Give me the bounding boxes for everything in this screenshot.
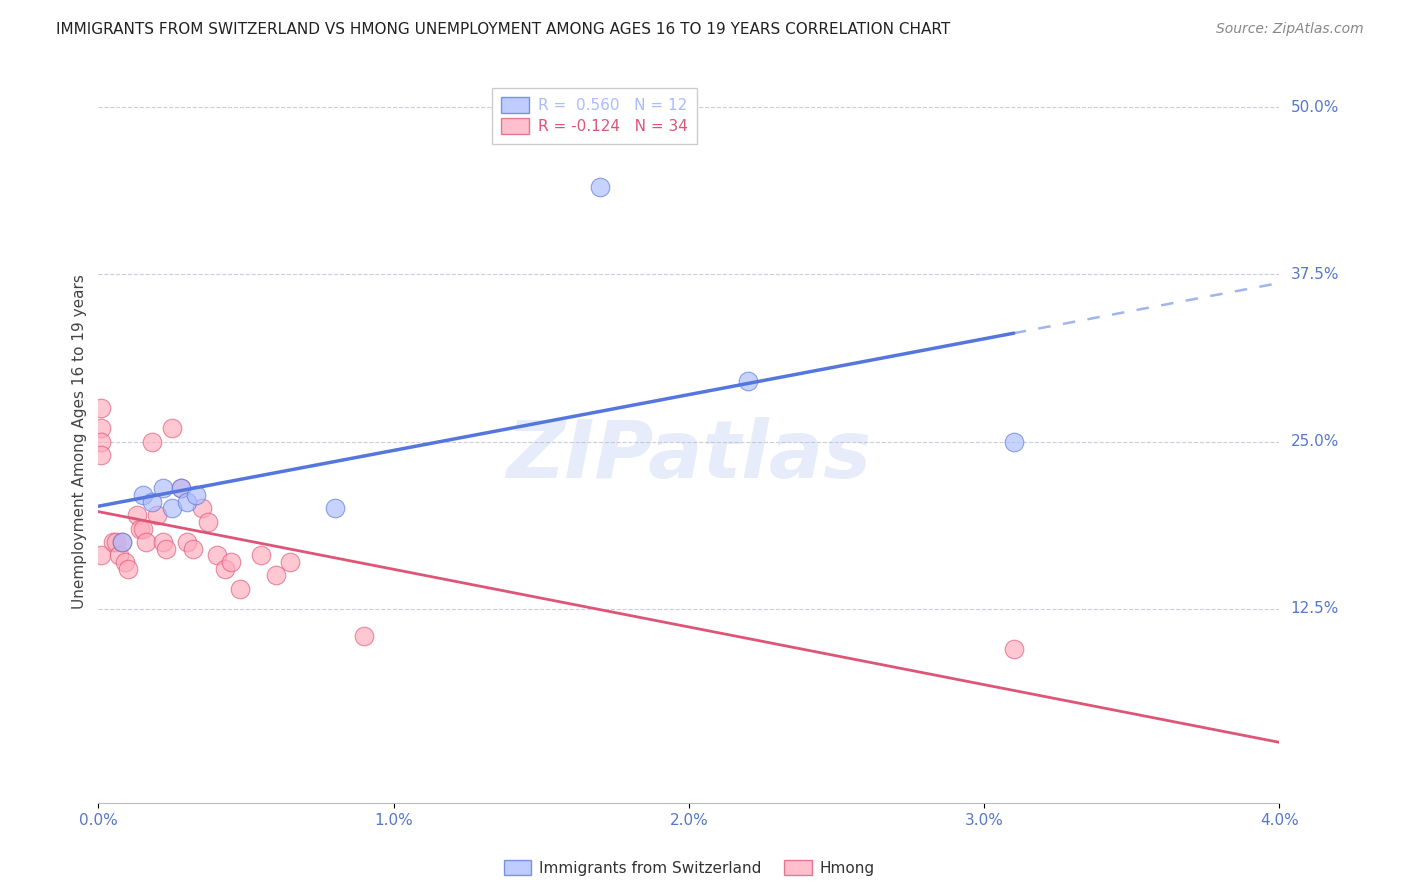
Point [264,568,287,582]
Text: IMMIGRANTS FROM SWITZERLAND VS HMONG UNEMPLOYMENT AMONG AGES 16 TO 19 YEARS CORR: IMMIGRANTS FROM SWITZERLAND VS HMONG UNE… [56,22,950,37]
Point [111,535,134,549]
Point [90,448,112,462]
Point [197,515,219,529]
Point [105,535,128,549]
Point [141,494,163,508]
Point [353,629,375,643]
Point [737,375,759,389]
Point [184,488,207,502]
Text: Source: ZipAtlas.com: Source: ZipAtlas.com [1216,22,1364,37]
Point [152,535,174,549]
Point [132,488,155,502]
Point [108,548,131,563]
Text: 50.0%: 50.0% [1291,100,1339,114]
Text: 25.0%: 25.0% [1291,434,1339,449]
Point [589,180,612,194]
Point [90,434,112,449]
Point [111,535,134,549]
Text: ZIPatlas: ZIPatlas [506,417,872,495]
Point [152,482,174,496]
Point [214,562,236,576]
Point [155,541,177,556]
Point [191,501,214,516]
Point [90,401,112,416]
Point [1002,642,1025,657]
Point [141,434,163,449]
Point [135,535,157,549]
Point [146,508,169,523]
Point [114,555,136,569]
Point [170,482,193,496]
Point [125,508,148,523]
Point [176,535,198,549]
Point [250,548,273,563]
Point [132,521,155,535]
Point [103,535,125,549]
Y-axis label: Unemployment Among Ages 16 to 19 years: Unemployment Among Ages 16 to 19 years [72,274,87,609]
Point [323,501,346,516]
Point [117,562,139,576]
Point [221,555,243,569]
Point [170,482,193,496]
Point [280,555,302,569]
Point [90,421,112,435]
Text: 12.5%: 12.5% [1291,601,1339,616]
Point [128,521,150,535]
Point [162,501,183,516]
Text: 37.5%: 37.5% [1291,267,1339,282]
Point [162,421,183,435]
Legend: Immigrants from Switzerland, Hmong: Immigrants from Switzerland, Hmong [498,854,880,882]
Point [181,541,204,556]
Point [176,494,198,508]
Point [205,548,228,563]
Point [1002,434,1025,449]
Point [229,582,252,596]
Point [90,548,112,563]
